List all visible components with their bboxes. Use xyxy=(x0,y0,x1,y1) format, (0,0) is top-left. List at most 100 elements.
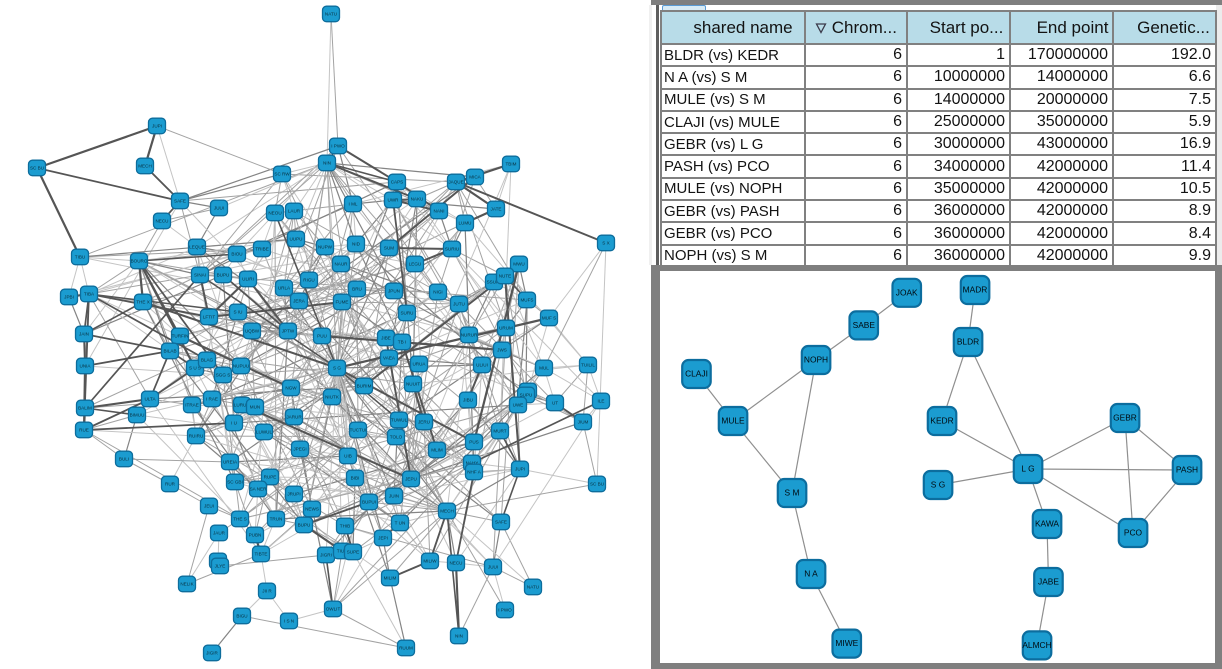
svg-text:MILIW: MILIW xyxy=(423,559,437,564)
svg-text:PASH: PASH xyxy=(1176,465,1198,475)
svg-text:TBIM: TBIM xyxy=(506,162,517,167)
svg-text:TUILIL: TUILIL xyxy=(581,363,595,368)
svg-text:MUF S: MUF S xyxy=(542,316,556,321)
svg-text:NELIK: NELIK xyxy=(180,582,194,587)
svg-text:SAFE: SAFE xyxy=(174,199,186,204)
svg-text:BALIM: BALIM xyxy=(78,406,92,411)
svg-text:MICA: MICA xyxy=(469,175,481,180)
svg-text:FUME: FUME xyxy=(335,300,348,305)
svg-text:SSUFII: SSUFII xyxy=(487,280,502,285)
svg-text:UT: UT xyxy=(552,401,558,406)
svg-text:NIN: NIN xyxy=(323,161,331,166)
svg-text:NAHY: NAHY xyxy=(466,461,479,466)
svg-text:SINAI: SINAI xyxy=(194,273,206,278)
svg-text:JIGIR: JIGIR xyxy=(206,651,218,656)
svg-text:RIGU: RIGU xyxy=(303,278,314,283)
svg-text:NOPH: NOPH xyxy=(804,355,828,365)
svg-text:BIBI: BIBI xyxy=(351,476,360,481)
svg-text:JOAK: JOAK xyxy=(896,287,918,297)
svg-text:NUUIT: NUUIT xyxy=(406,382,420,387)
svg-text:BIGU: BIGU xyxy=(236,614,247,619)
svg-text:NHF A: NHF A xyxy=(467,470,481,475)
svg-text:NATU: NATU xyxy=(527,585,539,590)
svg-text:TOLO: TOLO xyxy=(390,435,403,440)
svg-text:MECH: MECH xyxy=(138,164,152,169)
svg-text:BRU: BRU xyxy=(352,287,362,292)
svg-text:SC RW: SC RW xyxy=(274,172,290,177)
svg-text:BOURO: BOURO xyxy=(131,259,148,264)
svg-text:MUL: MUL xyxy=(539,366,549,371)
svg-text:KEDR: KEDR xyxy=(930,416,953,426)
svg-text:JPBI: JPBI xyxy=(64,295,74,300)
svg-text:UQBW: UQBW xyxy=(245,329,260,334)
svg-text:MILIM: MILIM xyxy=(384,576,397,581)
svg-text:MUN: MUN xyxy=(250,405,260,410)
svg-text:UREIA: UREIA xyxy=(223,460,238,465)
svg-text:JUPI: JUPI xyxy=(515,467,525,472)
svg-text:TUCTUI: TUCTUI xyxy=(350,428,367,433)
svg-text:JWS: JWS xyxy=(497,348,507,353)
svg-text:L G: L G xyxy=(1021,464,1034,474)
svg-text:JLYE: JLYE xyxy=(215,564,226,569)
svg-text:S G: S G xyxy=(333,366,341,371)
svg-text:JRUPI: JRUPI xyxy=(287,492,300,497)
svg-text:MLIM: MLIM xyxy=(431,448,443,453)
svg-text:BIOU: BIOU xyxy=(231,252,242,257)
svg-text:PCO: PCO xyxy=(1124,528,1143,538)
svg-text:MURT: MURT xyxy=(493,429,506,434)
svg-text:NUTE: NUTE xyxy=(499,274,512,279)
svg-text:JAIN: JAIN xyxy=(79,332,89,337)
svg-text:RUUM: RUUM xyxy=(399,646,413,651)
svg-text:TUWUL: TUWUL xyxy=(391,418,408,423)
svg-text:NECU: NECU xyxy=(155,219,168,224)
svg-text:ILE: ILE xyxy=(598,399,605,404)
svg-text:TB I: TB I xyxy=(398,340,406,345)
svg-text:BULI: BULI xyxy=(119,457,129,462)
svg-text:RUR: RUR xyxy=(165,482,176,487)
svg-text:BUPUI: BUPUI xyxy=(362,500,376,505)
svg-text:SURIU: SURIU xyxy=(445,247,459,252)
svg-text:S G: S G xyxy=(931,480,945,490)
svg-text:NIN: NIN xyxy=(455,634,463,639)
svg-text:BURIM: BURIM xyxy=(357,384,372,389)
svg-text:NGW: NGW xyxy=(285,386,297,391)
svg-text:TIBTE: TIBTE xyxy=(254,552,267,557)
svg-text:RUE: RUE xyxy=(79,428,89,433)
svg-text:JEPI: JEPI xyxy=(378,536,388,541)
svg-text:UWR: UWR xyxy=(388,198,400,203)
svg-text:NEWS: NEWS xyxy=(305,507,319,512)
svg-text:SC BU: SC BU xyxy=(590,482,604,487)
svg-text:JATE: JATE xyxy=(491,207,502,212)
svg-text:NID: NID xyxy=(352,242,361,247)
svg-text:JUIN: JUIN xyxy=(389,494,399,499)
svg-text:JUUI: JUUI xyxy=(488,565,498,570)
svg-text:BLDR: BLDR xyxy=(957,337,979,347)
svg-text:TRIBE: TRIBE xyxy=(255,247,269,252)
svg-text:BIMUU: BIMUU xyxy=(130,413,145,418)
svg-text:JAUR: JAUR xyxy=(213,531,226,536)
svg-text:TRUN: TRUN xyxy=(270,517,283,522)
svg-text:ULIUI: ULIUI xyxy=(476,363,488,368)
svg-text:URUM: URUM xyxy=(499,326,513,331)
svg-text:TIBU: TIBU xyxy=(75,255,85,260)
svg-text:SAFE: SAFE xyxy=(495,520,507,525)
svg-text:NURUR: NURUR xyxy=(461,333,478,338)
svg-text:CLAJI: CLAJI xyxy=(685,369,708,379)
svg-text:JERU: JERU xyxy=(418,420,430,425)
svg-text:SUPE: SUPE xyxy=(347,550,360,555)
svg-text:JIUM: JIUM xyxy=(578,420,589,425)
svg-text:PUU: PUU xyxy=(317,334,327,339)
svg-text:SA NER: SA NER xyxy=(250,487,268,492)
svg-text:N A: N A xyxy=(804,569,818,579)
svg-text:THE X: THE X xyxy=(136,300,150,305)
svg-text:THIB: THIB xyxy=(340,524,350,529)
svg-text:ULTA: ULTA xyxy=(144,397,156,402)
svg-text:PUBN: PUBN xyxy=(249,533,262,538)
svg-text:TIUB: TIUB xyxy=(337,549,347,554)
svg-text:JIBU: JIBU xyxy=(463,398,473,403)
svg-text:MADR: MADR xyxy=(963,285,988,295)
svg-text:SGG S: SGG S xyxy=(216,373,231,378)
svg-text:JII R: JII R xyxy=(262,589,272,594)
svg-text:OWLIT: OWLIT xyxy=(326,607,341,612)
svg-text:NUPUU: NUPUU xyxy=(233,364,249,369)
